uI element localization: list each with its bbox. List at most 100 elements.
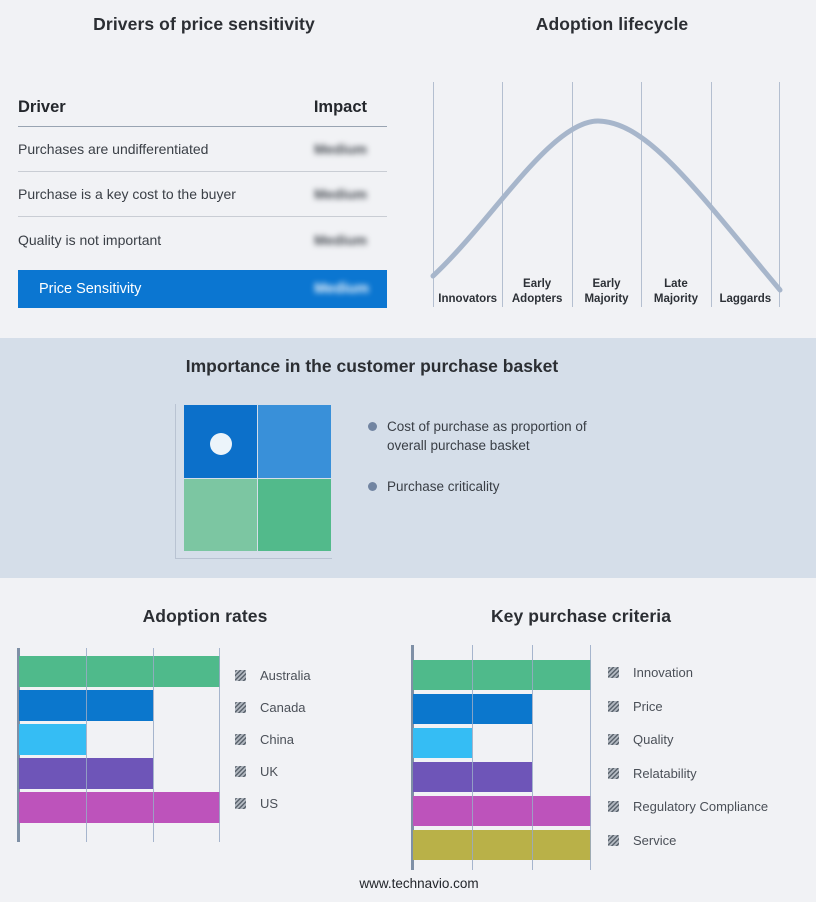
driver-row: Purchase is a key cost to the buyer Mediu… [18,172,387,217]
criteria-y-axis [411,645,414,870]
hatched-swatch-icon [608,834,619,846]
adoption-lifecycle-chart: Innovators Early Adopters Early Majority La… [430,82,783,308]
adoption-gridline [219,648,220,842]
stage-label-early-adopters: Early Adopters [511,278,563,305]
lifecycle-gridline [571,82,573,307]
legend-label: UK [260,763,279,779]
adoption-bars [19,648,220,842]
criteria-bars [413,645,591,870]
lifecycle-gridline [779,82,780,307]
purchase-basket-band [0,338,816,578]
hatched-swatch-icon [235,733,246,745]
column-impact: Impact [313,97,367,116]
criteria-gridline [472,645,474,870]
legend-label: Service [633,832,677,848]
driver-label: Purchase is a key cost to the buyer [18,186,236,202]
lifecycle-panel-title: Adoption lifecycle [535,14,689,34]
legend-item-quality: Quality [608,723,768,757]
hatched-swatch-icon [608,700,619,712]
hatched-swatch-icon [235,701,246,713]
criteria-gridline [531,645,533,870]
legend-item-canada: Canada [235,691,311,723]
stage-label-early-majority: Early Majority [584,278,629,305]
legend-label: Australia [260,667,311,683]
legend-label: Canada [260,699,306,715]
criteria-gridline [590,645,591,870]
lifecycle-bell-curve-svg [430,118,783,293]
hatched-swatch-icon [608,801,619,813]
adoption-rates-chart [17,648,220,842]
legend-item-service: Service [608,824,768,858]
column-driver: Driver [18,97,66,116]
quadrant-cell-top-right [258,405,331,478]
bar-australia [19,656,220,687]
driver-row: Purchases are undifferentiated Medium [18,127,387,172]
quadrant-x-axis [175,558,332,559]
drivers-table-header: Driver Impact [18,88,387,127]
drivers-table: Driver Impact Purchases are undifferenti… [18,88,387,308]
legend-item-relatability: Relatability [608,757,768,791]
drivers-panel-title: Drivers of price sensitivity [93,14,315,34]
key-purchase-criteria-title: Key purchase criteria [490,606,672,626]
basket-bullet-list: Cost of purchase as proportion of overal… [368,417,626,518]
quadrant-position-dot [210,433,232,455]
legend-label: Price [633,698,663,714]
impact-value-blurred: Medium [314,231,367,248]
lifecycle-gridline [710,82,712,307]
legend-item-price: Price [608,690,768,724]
legend-label: Relatability [633,765,697,781]
bullet-text: Cost of purchase as proportion of overal… [387,419,587,453]
bullet-text: Purchase criticality [387,479,500,494]
summary-label: Price Sensitivity [39,281,142,297]
adoption-y-axis [17,648,20,842]
legend-item-uk: UK [235,755,311,787]
bullet-item: Cost of purchase as proportion of overal… [368,417,626,455]
key-purchase-criteria-legend: Innovation Price Quality Relatability Regula… [608,656,768,857]
legend-item-regulatory-compliance: Regulatory Compliance [608,790,768,824]
bullet-item: Purchase criticality [368,477,626,496]
bar-regulatory-compliance [413,796,591,826]
bar-us [19,792,220,823]
hatched-swatch-icon [235,669,246,681]
hatched-swatch-icon [608,734,619,746]
adoption-gridline [85,648,87,842]
bar-quality [413,728,473,758]
adoption-rates-legend: Australia Canada China UK US [235,659,311,819]
bar-innovation [413,660,591,690]
stage-label-late-majority: Late Majority [653,278,698,305]
legend-item-us: US [235,787,311,819]
drivers-table-rows: Purchases are undifferentiated Medium Purc… [18,127,387,262]
price-sensitivity-summary-row: Price Sensitivity Medium [18,270,387,308]
basket-panel-title: Importance in the customer purchase bask… [185,356,559,376]
adoption-rates-title: Adoption rates [142,606,268,626]
website-footer: www.technavio.com [359,876,479,891]
lifecycle-stage-labels: Innovators Early Adopters Early Majority La… [433,82,780,308]
bar-service [413,830,591,860]
legend-label: Quality [633,732,674,748]
hatched-swatch-icon [235,797,246,809]
stage-label-laggards: Laggards [719,293,772,305]
legend-label: Regulatory Compliance [633,799,769,815]
adoption-gridline [153,648,154,842]
bar-china [19,724,86,755]
quadrant-cell-bottom-left [184,478,257,551]
hatched-swatch-icon [608,767,619,779]
driver-label: Quality is not important [18,231,162,248]
lifecycle-curve [430,118,783,293]
quadrant-y-axis [175,404,176,559]
impact-value-blurred: Medium [314,186,367,202]
quadrant-cell-bottom-right [258,478,331,551]
impact-value-blurred: Medium [314,141,367,157]
summary-impact-value-blurred: Medium [314,281,369,297]
hatched-swatch-icon [235,765,246,777]
lifecycle-gridline [641,82,643,307]
hatched-swatch-icon [608,667,619,679]
legend-label: China [260,731,294,747]
legend-item-china: China [235,723,311,755]
legend-item-innovation: Innovation [608,656,768,690]
legend-label: Innovation [633,665,693,681]
lifecycle-gridline [433,82,434,307]
driver-label: Purchases are undifferentiated [18,141,209,157]
legend-label: US [260,795,279,811]
